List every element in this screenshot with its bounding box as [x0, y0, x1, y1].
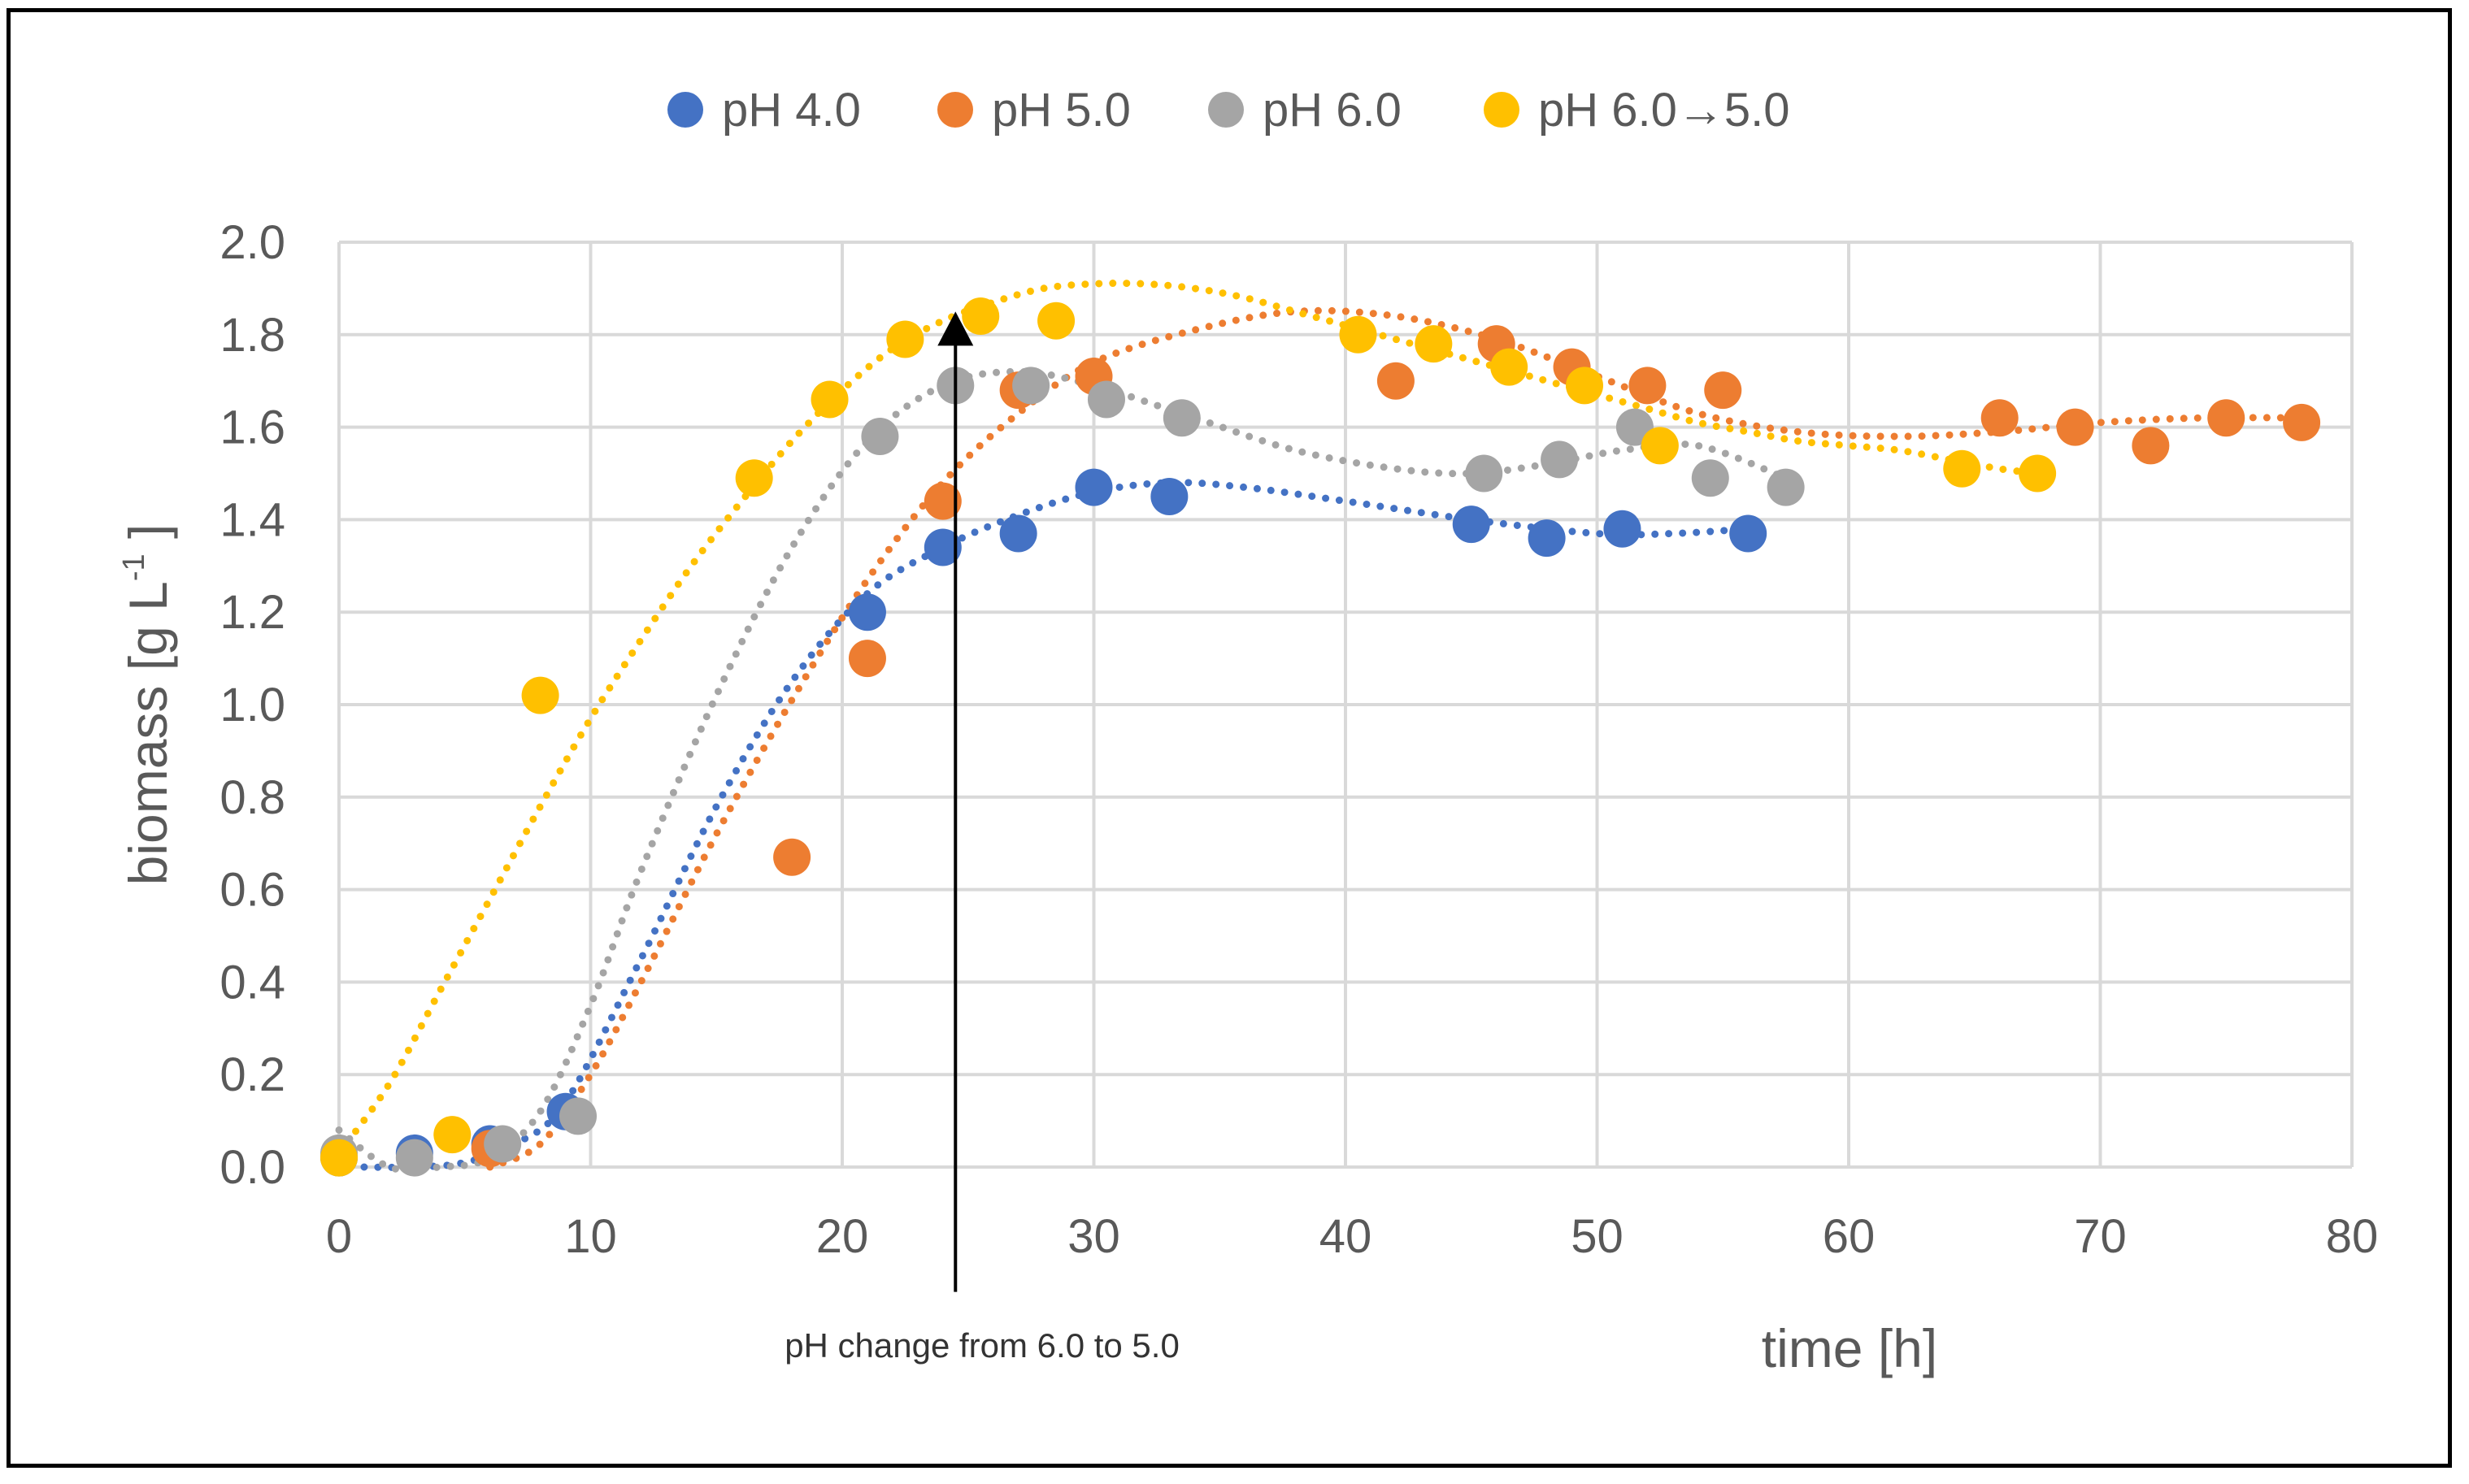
data-point [886, 320, 924, 358]
legend-marker [667, 92, 703, 128]
data-point [1729, 514, 1767, 553]
data-point [924, 482, 962, 520]
trendline-pH 5.0 [486, 306, 2306, 1171]
data-point [2019, 454, 2057, 492]
data-point [1075, 468, 1113, 506]
y-tick-label: 1.0 [220, 679, 285, 731]
data-point [1490, 348, 1528, 386]
trendline-pH 6.0 [335, 367, 1790, 1174]
x-tick-label: 80 [2326, 1210, 2379, 1263]
x-tick-label: 30 [1067, 1210, 1120, 1263]
y-tick-label: 0.4 [220, 956, 285, 1009]
data-point [811, 380, 849, 419]
data-point [1037, 302, 1076, 340]
x-tick-label: 70 [2074, 1210, 2127, 1263]
data-point [521, 676, 559, 714]
data-point [1767, 468, 1805, 506]
y-tick-label: 0.6 [220, 864, 285, 917]
legend-label: pH 4.0 [722, 84, 861, 137]
data-point [2132, 427, 2170, 465]
y-tick-label: 0.8 [220, 771, 285, 824]
x-tick-label: 50 [1571, 1210, 1624, 1263]
data-point [1339, 315, 1377, 354]
legend-label: pH 5.0 [992, 84, 1131, 137]
legend-marker [937, 92, 973, 128]
legend-marker [1208, 92, 1244, 128]
annotation-text: pH change from 6.0 to 5.0 [785, 1326, 1180, 1365]
data-point [1603, 510, 1641, 548]
grid [337, 241, 2354, 1169]
data-point [1452, 506, 1490, 544]
data-point [1628, 367, 1667, 405]
data-point [1943, 449, 1981, 488]
legend-label: pH 6.0→5.0 [1538, 84, 1790, 137]
data-point [1415, 325, 1453, 363]
y-tick-label: 1.6 [220, 401, 285, 454]
x-axis-title: time [h] [1762, 1318, 1937, 1378]
data-point [1150, 477, 1189, 515]
data-point [1980, 399, 2019, 437]
data-point [484, 1125, 522, 1163]
y-tick-label: 1.4 [220, 493, 285, 546]
data-point [999, 514, 1037, 553]
x-tick-label: 10 [564, 1210, 617, 1263]
data-point [559, 1097, 598, 1135]
data-point [1566, 367, 1604, 405]
data-point [773, 838, 811, 876]
x-tick-label: 40 [1319, 1210, 1372, 1263]
data-point [433, 1116, 472, 1154]
data-point [924, 528, 962, 566]
y-tick-label: 2.0 [220, 216, 285, 269]
data-point [1704, 371, 1742, 410]
data-point [1012, 367, 1050, 405]
legend-label: pH 6.0 [1263, 84, 1402, 137]
figure-frame [7, 8, 2452, 1468]
data-point [861, 417, 899, 455]
annotation-arrowhead [937, 311, 974, 346]
legend-marker [1484, 92, 1519, 128]
y-axis-title: biomass [g L-1 ] [117, 524, 178, 886]
data-point [1541, 440, 1579, 479]
data-point [2056, 408, 2094, 446]
x-tick-label: 0 [326, 1210, 352, 1263]
legend: pH 4.0 pH 5.0 pH 6.0 pH 6.0→5.0 [667, 84, 1790, 137]
data-point [1163, 399, 1201, 437]
data-point [1087, 380, 1125, 419]
trendline-pH 4.0 [360, 479, 1752, 1171]
data-point [1376, 362, 1415, 400]
data-point [735, 459, 773, 497]
data-point [962, 297, 1000, 336]
data-point [1528, 519, 1566, 558]
y-tick-label: 0.0 [220, 1141, 285, 1194]
data-point [1691, 459, 1729, 497]
x-tick-label: 60 [1823, 1210, 1876, 1263]
annotation: pH change from 6.0 to 5.0 [785, 311, 1180, 1365]
y-tick-label: 0.2 [220, 1048, 285, 1101]
data-point [1465, 454, 1503, 492]
data-point [848, 640, 886, 678]
x-tick-label: 20 [816, 1210, 869, 1263]
data-point [395, 1139, 433, 1177]
data-point [848, 593, 886, 631]
data-point [320, 1139, 358, 1177]
data-point [2207, 399, 2245, 437]
data-point [1641, 427, 1679, 465]
y-tick-label: 1.8 [220, 309, 285, 362]
axes: 0 10 20 30 40 50 60 70 80 0.0 0.2 0.4 0.6 0.8 1.0 1.2 1.… [117, 216, 2378, 1378]
data-point [2283, 403, 2321, 441]
y-tick-label: 1.2 [220, 586, 285, 639]
trendline-pH 6.0→5.0 [335, 279, 2041, 1157]
